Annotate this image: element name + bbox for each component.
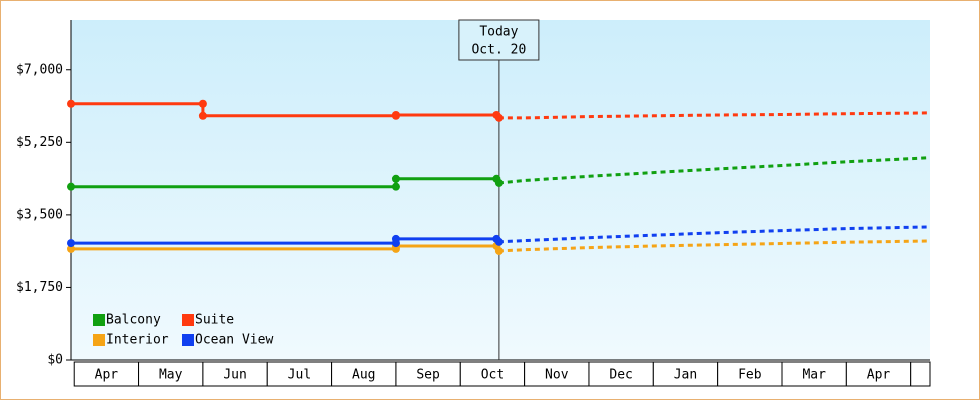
today-label: Today — [479, 25, 518, 40]
x-tick-label: Jul — [288, 368, 311, 383]
x-tick-box — [845, 361, 912, 387]
point — [67, 244, 75, 253]
x-tick-label: Apr — [95, 368, 119, 383]
legend-swatch — [93, 314, 105, 326]
x-tick-box — [202, 361, 268, 387]
x-tick-label: Jan — [674, 368, 697, 383]
legend-label: Interior — [106, 333, 169, 348]
point — [391, 110, 400, 119]
plot-area — [71, 20, 930, 360]
y-tick-label: $5,250 — [16, 135, 63, 150]
x-tick-label: Jun — [223, 368, 246, 383]
y-tick-label: $1,750 — [16, 280, 63, 295]
today-label: Oct. 20 — [471, 43, 526, 58]
point — [494, 113, 503, 122]
x-tick-label: Mar — [802, 368, 826, 383]
point — [494, 246, 503, 255]
point — [391, 234, 400, 243]
x-tick-label: Aug — [352, 368, 375, 383]
x-tick-label: Nov — [545, 368, 569, 383]
y-tick-label: $0 — [47, 353, 63, 368]
point — [198, 111, 207, 120]
x-tick-label: Sep — [416, 368, 440, 383]
point — [67, 99, 75, 108]
x-tick-label: Apr — [867, 368, 891, 383]
legend-swatch — [93, 334, 105, 346]
legend-label: Ocean View — [195, 333, 273, 348]
forecast-line — [498, 111, 931, 120]
x-tick-label: Oct — [481, 368, 504, 383]
today-box — [458, 19, 540, 61]
legend-swatch — [182, 314, 194, 326]
x-tick-box — [73, 361, 140, 387]
forecast-line — [498, 239, 931, 253]
point — [494, 237, 503, 246]
x-tick-label: Dec — [609, 368, 632, 383]
x-tick-box — [781, 361, 847, 387]
x-tick-box — [266, 361, 333, 387]
point — [391, 182, 400, 191]
legend-swatch — [182, 334, 194, 346]
point — [67, 239, 75, 248]
y-tick-label: $7,000 — [16, 62, 63, 77]
x-tick-box — [138, 361, 204, 387]
x-tick-box — [652, 361, 719, 387]
point — [198, 99, 207, 108]
point — [494, 178, 503, 187]
y-tick-label: $3,500 — [16, 207, 63, 222]
point — [67, 182, 75, 191]
x-tick-label: Feb — [738, 368, 762, 383]
forecast-line — [498, 156, 931, 185]
x-tick-label: May — [159, 368, 183, 383]
x-tick-box — [524, 361, 590, 387]
point — [391, 174, 400, 183]
forecast-line — [498, 225, 931, 244]
x-tick-box — [331, 361, 397, 387]
x-tick-box — [910, 361, 931, 387]
legend-label: Balcony — [106, 313, 161, 328]
legend-label: Suite — [195, 313, 234, 328]
